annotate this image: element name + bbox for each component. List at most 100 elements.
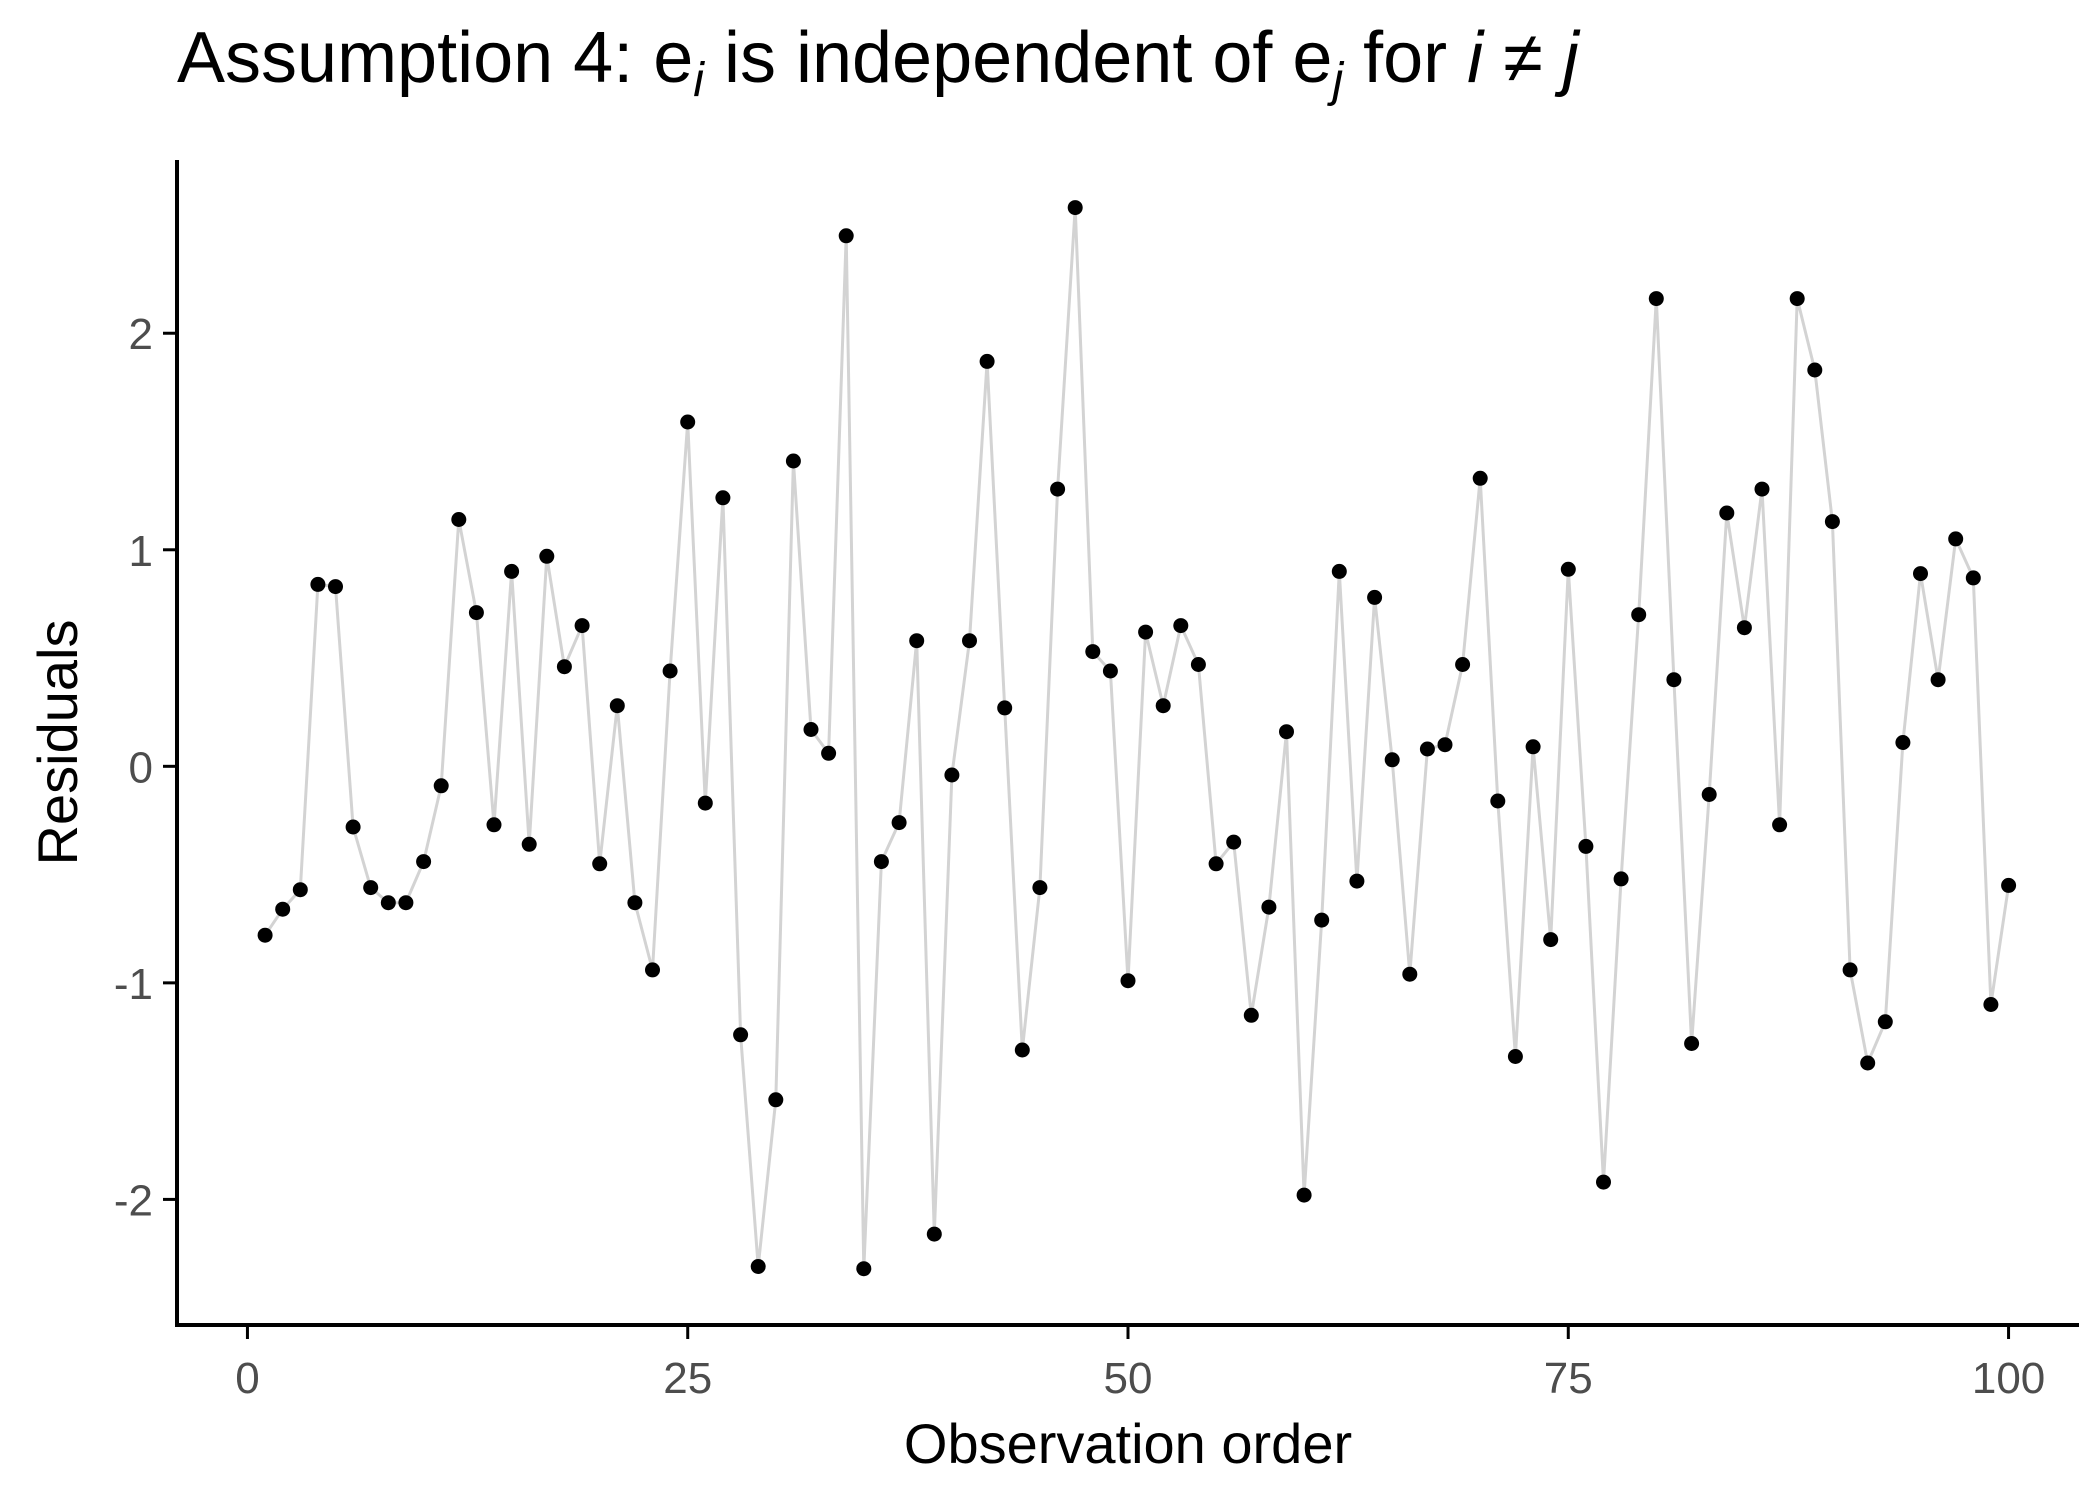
residual-point <box>1120 973 1136 989</box>
residual-point <box>556 659 572 675</box>
residual-point <box>733 1027 749 1043</box>
residual-point <box>292 882 308 898</box>
title-part-3: for <box>1343 18 1468 98</box>
residual-point <box>257 927 273 943</box>
residual-point <box>1472 470 1488 486</box>
residual-point <box>398 895 414 911</box>
residual-point <box>1296 1187 1312 1203</box>
residual-point <box>521 836 537 852</box>
residual-point <box>1402 966 1418 982</box>
residual-point <box>645 962 660 978</box>
residual-point <box>768 1092 784 1108</box>
x-tick-label: 0 <box>235 1354 259 1403</box>
residual-point <box>1138 624 1154 640</box>
residual-point <box>1314 912 1330 928</box>
residual-point <box>1736 620 1752 636</box>
title-subscript-j: j <box>1332 54 1344 107</box>
residual-point <box>1895 735 1911 750</box>
residual-point <box>275 901 291 917</box>
residual-point <box>1419 741 1435 757</box>
residual-point <box>697 795 713 811</box>
title-subscript-i: i <box>693 54 704 107</box>
residual-point <box>1913 566 1928 582</box>
title-part-1: Assumption 4: e <box>177 18 694 98</box>
ticks: 0 25 50 75 100 2 1 0 -1 -2 <box>114 310 2045 1403</box>
residual-point <box>909 633 925 649</box>
residual-point <box>627 895 643 911</box>
residual-point <box>1543 932 1559 948</box>
y-axis-title: Residuals <box>26 620 89 866</box>
residual-point <box>486 817 502 833</box>
residual-point <box>750 1259 766 1274</box>
residual-point <box>592 856 608 872</box>
residual-point <box>1965 570 1981 586</box>
series-residuals <box>257 200 2017 1277</box>
residual-point <box>1719 505 1735 521</box>
residual-point <box>1507 1049 1523 1064</box>
residual-point <box>1490 793 1506 809</box>
residual-point <box>1772 817 1788 833</box>
residual-point <box>1842 962 1858 978</box>
residual-point <box>345 819 361 835</box>
residual-point <box>1455 657 1471 672</box>
residual-point <box>1684 1036 1700 1051</box>
residual-point <box>1173 618 1189 634</box>
residual-point <box>1666 672 1682 688</box>
residual-point <box>539 548 555 564</box>
residual-point <box>1648 291 1664 307</box>
residual-point <box>1014 1042 1030 1058</box>
residual-point <box>1190 657 1206 672</box>
residual-point <box>1261 899 1277 915</box>
residual-point <box>1243 1007 1259 1023</box>
residual-point <box>962 633 977 649</box>
residual-point <box>838 228 854 244</box>
residual-point <box>803 722 819 737</box>
residual-point <box>1596 1174 1611 1190</box>
title-neq: ≠ <box>1483 18 1563 98</box>
residual-point <box>310 576 326 592</box>
residual-point <box>1824 514 1840 530</box>
residual-point <box>926 1226 942 1242</box>
residual-point <box>873 854 889 870</box>
residual-point <box>785 453 801 469</box>
residual-point <box>1983 997 1999 1012</box>
axes <box>175 160 2079 1327</box>
residual-point <box>1930 672 1946 688</box>
residual-point <box>1860 1055 1876 1071</box>
residual-point <box>1613 871 1629 887</box>
residual-point <box>715 490 731 506</box>
residual-point <box>680 414 696 430</box>
residual-point <box>328 579 343 595</box>
residual-point <box>1384 752 1400 768</box>
residual-point <box>1067 200 1083 216</box>
residual-point <box>1331 563 1347 579</box>
residual-point <box>856 1261 872 1277</box>
residual-point <box>380 895 396 911</box>
residual-point <box>1367 589 1383 605</box>
x-tick-label: 100 <box>1972 1354 2045 1403</box>
residual-point <box>433 778 449 794</box>
residual-point <box>2001 877 2017 893</box>
residual-point <box>997 700 1013 716</box>
y-tick-label: 1 <box>129 527 153 576</box>
residual-point <box>1032 880 1048 896</box>
residual-line <box>263 206 2011 1271</box>
residual-point <box>1155 698 1171 714</box>
residual-point <box>609 698 625 714</box>
residual-point <box>468 605 484 621</box>
residual-point <box>821 745 837 761</box>
residual-point <box>504 563 520 579</box>
residual-point <box>1789 291 1805 307</box>
residual-point <box>1226 834 1242 850</box>
residual-point <box>1807 362 1823 378</box>
y-tick-label: 0 <box>129 743 153 792</box>
residual-point <box>1701 787 1717 802</box>
residual-point <box>1349 873 1365 889</box>
residual-point <box>1754 481 1770 497</box>
residual-point <box>1948 531 1964 547</box>
residual-point <box>1631 607 1647 623</box>
y-tick-label: -2 <box>114 1176 153 1225</box>
residual-point <box>944 767 960 783</box>
